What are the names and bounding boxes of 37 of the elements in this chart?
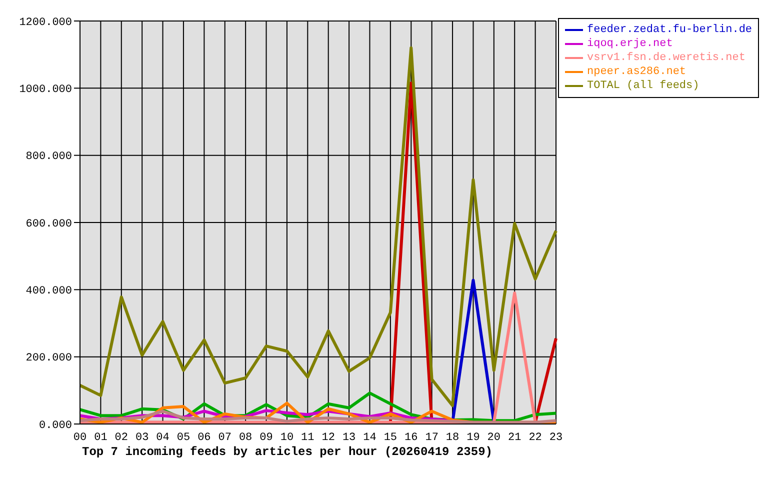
x-tick-label: 11 — [301, 432, 315, 444]
x-tick-label: 17 — [425, 432, 438, 444]
x-tick-label: 18 — [446, 432, 460, 444]
x-tick-label: 10 — [280, 432, 294, 444]
x-tick-label: 05 — [176, 432, 190, 444]
x-tick-label: 22 — [528, 432, 542, 444]
x-tick-label: 16 — [404, 432, 418, 444]
x-tick-label: 06 — [198, 432, 211, 444]
x-tick-label: 23 — [549, 432, 563, 444]
legend-label: TOTAL (all feeds) — [587, 79, 700, 93]
x-tick-label: 02 — [114, 432, 128, 444]
y-tick-label: 1200.000 — [19, 16, 72, 29]
x-tick-label: 00 — [73, 432, 87, 444]
y-tick-label: 1000.000 — [19, 84, 72, 96]
x-tick-label: 20 — [487, 432, 501, 444]
y-tick-label: 600.000 — [26, 218, 72, 230]
x-tick-label: 21 — [508, 432, 522, 444]
x-tick-label: 01 — [94, 432, 108, 444]
x-tick-label: 07 — [218, 432, 232, 444]
x-tick-label: 04 — [156, 432, 170, 444]
y-tick-label: 0.000 — [38, 420, 72, 432]
y-tick-label: 200.000 — [26, 352, 72, 365]
x-tick-label: 13 — [342, 432, 356, 444]
x-tick-label: 14 — [363, 432, 377, 444]
legend-label: npeer.as286.net — [587, 65, 686, 79]
y-tick-label: 400.000 — [26, 286, 72, 298]
legend-label: feeder.zedat.fu-berlin.de — [587, 23, 752, 37]
y-tick-label: 800.000 — [26, 151, 72, 164]
x-tick-label: 12 — [322, 432, 335, 444]
legend-label: iqoq.erje.net — [587, 37, 673, 51]
x-tick-label: 15 — [384, 432, 398, 444]
legend-label: vsrv1.fsn.de.weretis.net — [587, 51, 746, 65]
text: Top 7 incoming feeds by articles per hour (20260419 2359) — [82, 445, 492, 459]
x-tick-label: 08 — [238, 432, 252, 444]
x-tick-label: 03 — [135, 432, 149, 444]
x-tick-label: 09 — [260, 432, 273, 444]
x-tick-label: 19 — [466, 432, 480, 444]
